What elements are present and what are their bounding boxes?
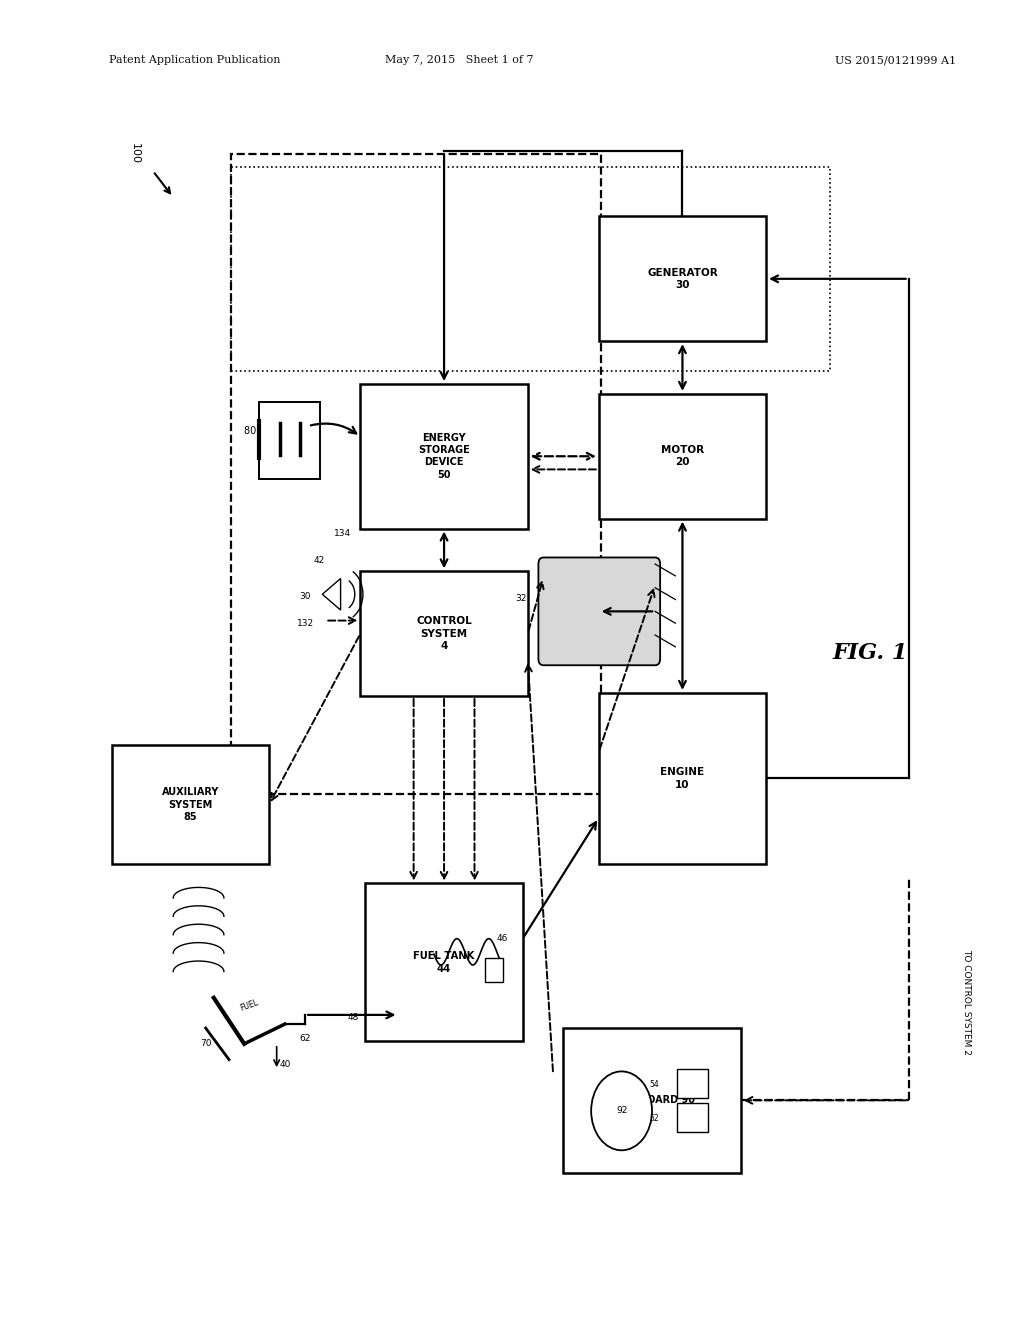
Text: MOTOR
20: MOTOR 20 [660,445,703,467]
FancyBboxPatch shape [677,1069,707,1098]
FancyBboxPatch shape [562,1028,740,1172]
Circle shape [591,1072,651,1150]
Text: GENERATOR
30: GENERATOR 30 [646,268,717,290]
Text: DASHBOARD 90: DASHBOARD 90 [608,1096,694,1105]
Text: FIG. 1: FIG. 1 [832,643,907,664]
Text: Patent Application Publication: Patent Application Publication [109,55,280,66]
Text: TO CONTROL SYSTEM 2: TO CONTROL SYSTEM 2 [961,949,970,1055]
Text: CONTROL
SYSTEM
4: CONTROL SYSTEM 4 [416,616,472,651]
Text: FUEL: FUEL [238,998,260,1012]
Text: 40: 40 [279,1060,290,1069]
FancyBboxPatch shape [598,393,765,519]
Text: 30: 30 [299,593,311,602]
Text: 42: 42 [314,556,325,565]
FancyBboxPatch shape [598,216,765,342]
Text: AUXILIARY
SYSTEM
85: AUXILIARY SYSTEM 85 [162,787,219,822]
Text: 52: 52 [649,1114,658,1123]
FancyBboxPatch shape [259,403,320,479]
Text: 62: 62 [300,1034,311,1043]
Text: 80 -: 80 - [244,426,263,437]
Text: FUEL TANK
44: FUEL TANK 44 [413,952,474,974]
FancyBboxPatch shape [360,572,527,696]
FancyBboxPatch shape [365,883,522,1041]
Text: 132: 132 [297,619,313,628]
Text: 32: 32 [515,594,527,603]
Text: 48: 48 [347,1012,359,1022]
Text: 54: 54 [649,1080,658,1089]
Text: ENERGY
STORAGE
DEVICE
50: ENERGY STORAGE DEVICE 50 [418,433,470,480]
FancyBboxPatch shape [360,384,527,528]
Text: 92: 92 [615,1106,627,1115]
Text: 70: 70 [200,1039,212,1048]
FancyBboxPatch shape [112,746,269,863]
FancyBboxPatch shape [598,693,765,863]
Text: May 7, 2015   Sheet 1 of 7: May 7, 2015 Sheet 1 of 7 [384,55,533,66]
Polygon shape [322,578,340,610]
Text: 100: 100 [129,144,140,165]
Text: ENGINE
10: ENGINE 10 [659,767,704,789]
Text: US 2015/0121999 A1: US 2015/0121999 A1 [834,55,955,66]
Text: 46: 46 [496,935,507,944]
Text: 134: 134 [334,529,351,539]
FancyBboxPatch shape [538,557,659,665]
FancyBboxPatch shape [677,1104,707,1131]
FancyBboxPatch shape [484,958,502,982]
